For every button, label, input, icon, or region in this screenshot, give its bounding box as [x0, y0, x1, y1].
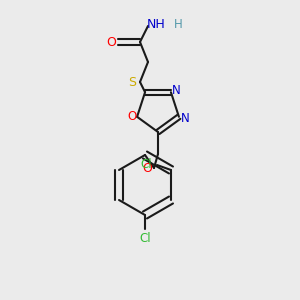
Text: O: O: [142, 163, 152, 176]
Text: N: N: [172, 84, 180, 97]
Text: N: N: [181, 112, 189, 125]
Text: H: H: [174, 17, 182, 31]
Text: Cl: Cl: [139, 232, 151, 244]
Text: O: O: [106, 35, 116, 49]
Text: O: O: [128, 110, 137, 123]
Text: NH: NH: [147, 17, 165, 31]
Text: Cl: Cl: [140, 158, 152, 170]
Text: S: S: [128, 76, 136, 88]
